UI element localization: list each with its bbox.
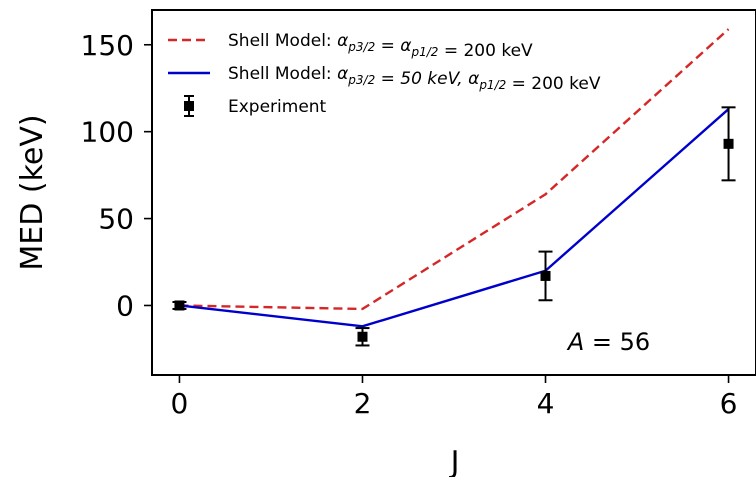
x-tick-label: 6 xyxy=(720,387,738,420)
legend-label-experiment: Experiment xyxy=(228,97,327,117)
x-tick-label: 0 xyxy=(171,387,189,420)
x-tick-label: 4 xyxy=(537,387,555,420)
labels-layer: J MED (keV) A = 56 xyxy=(15,114,650,480)
y-tick-label: 50 xyxy=(98,203,134,236)
experiment-point xyxy=(174,300,185,311)
plot-frame xyxy=(151,9,756,376)
annotation-mass-number: A = 56 xyxy=(566,328,650,356)
experiment-point xyxy=(540,270,551,281)
series-line-2 xyxy=(179,108,730,328)
legend-label-1: Shell Model: αp3/2 = αp1/2 = 200 keV xyxy=(228,31,533,61)
x-tick-label: 2 xyxy=(354,387,372,420)
series-layer xyxy=(172,28,736,347)
y-tick-label: 0 xyxy=(116,289,134,322)
legend: Shell Model: αp3/2 = αp1/2 = 200 keVShel… xyxy=(168,31,601,117)
legend-marker xyxy=(184,101,194,111)
x-axis-label: J xyxy=(449,445,460,477)
y-tick-label: 150 xyxy=(81,29,134,62)
axes-layer: 0 2 4 6 0 50 100 150 xyxy=(81,9,756,420)
y-tick-label: 100 xyxy=(81,116,134,149)
experiment-point xyxy=(357,331,368,342)
experiment-point xyxy=(723,138,734,149)
legend-label-2: Shell Model: αp3/2 = 50 keV, αp1/2 = 200… xyxy=(228,64,601,94)
series-line-1 xyxy=(179,28,730,311)
y-axis-label: MED (keV) xyxy=(15,114,50,270)
